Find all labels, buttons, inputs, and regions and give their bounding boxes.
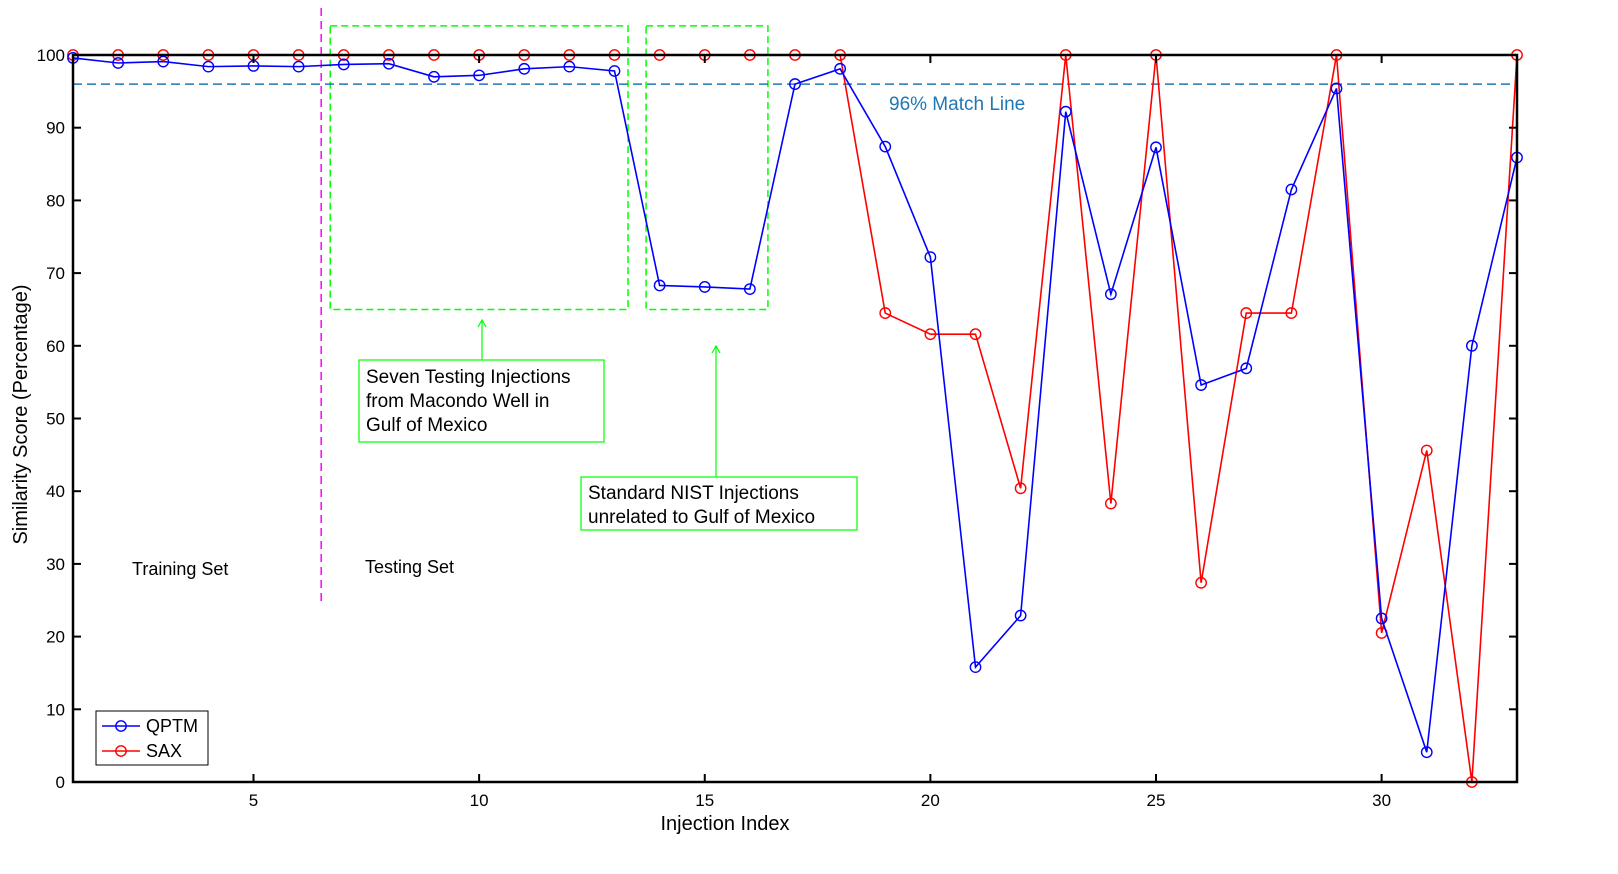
y-tick-label: 60 [46,337,65,356]
annotation-box [358,359,605,443]
y-tick-label: 70 [46,264,65,283]
data-point-qptm [1420,746,1433,759]
y-axis-label: Similarity Score (Percentage) [10,284,32,544]
y-tick-label: 50 [46,410,65,429]
x-tick-label: 30 [1372,791,1391,810]
data-point-qptm [653,279,666,292]
legend-label-qptm: QPTM [146,716,198,736]
highlight-box-2 [645,25,769,311]
data-point-qptm [1104,288,1117,301]
legend-label-sax: SAX [146,741,182,761]
data-point-sax [879,307,892,319]
data-point-sax [969,328,982,341]
data-point-qptm [518,62,531,75]
y-tick-label: 30 [46,555,65,574]
data-point-qptm [1285,183,1298,196]
data-point-sax [1014,482,1027,495]
data-point-qptm [473,69,486,82]
match-line-label: 96% Match Line [889,94,1025,115]
data-point-sax [1240,307,1253,319]
data-point-qptm [924,251,937,264]
annotation-text: Gulf of Mexico [366,415,487,436]
y-tick-label: 40 [46,482,65,501]
data-point-qptm [1375,612,1388,625]
legend-marker-sax [115,745,127,757]
highlight-boxes [329,25,769,311]
data-point-qptm [112,57,125,69]
x-tick-label: 25 [1147,791,1166,810]
data-point-qptm [608,65,621,77]
x-axis: 5 10 15 20 25 30 [249,55,1391,810]
annotation-text: unrelated to Gulf of Mexico [588,507,815,528]
series-line-qptm [72,57,1518,753]
data-point-qptm [1465,339,1478,352]
annotation-2: Standard NIST Injections unrelated to Gul… [580,344,858,531]
x-tick-label: 10 [470,791,489,810]
data-point-sax [924,328,937,341]
x-tick-label: 20 [921,791,940,810]
legend-box [95,710,209,766]
data-point-qptm [969,661,982,674]
data-point-qptm [1014,609,1027,622]
data-point-sax [1104,497,1117,510]
data-point-qptm [1330,82,1343,95]
data-point-qptm [337,58,350,71]
training-set-label: Training Set [132,559,228,579]
data-point-qptm [879,140,892,153]
data-point-sax [1420,444,1433,457]
data-point-qptm [698,281,711,293]
data-point-qptm [743,283,756,295]
data-point-qptm [789,78,801,90]
data-point-sax [1285,307,1298,319]
highlight-box-1 [329,25,629,311]
y-tick-label: 10 [46,700,65,719]
series-qptm [67,52,1523,759]
x-tick-label: 15 [695,791,714,810]
annotation-text: Seven Testing Injections [366,367,571,388]
data-point-qptm [1240,362,1253,375]
data-point-qptm [1059,105,1072,118]
y-tick-label: 80 [46,191,65,210]
data-point-qptm [1150,141,1162,154]
annotation-arrowhead [711,344,721,354]
x-axis-label: Injection Index [661,813,790,835]
data-point-qptm [157,55,170,68]
annotation-text: from Macondo Well in [366,391,549,412]
y-tick-label: 20 [46,628,65,647]
annotation-arrowhead [477,318,487,328]
annotation-1: Seven Testing Injections from Macondo Wel… [358,318,605,443]
y-tick-label: 0 [56,773,65,792]
data-point-qptm [834,62,847,75]
annotation-text: Standard NIST Injections [588,483,799,504]
y-tick-label: 100 [37,46,65,65]
y-tick-label: 90 [46,119,65,138]
y-axis: 0 10 20 30 40 50 60 70 80 90 100 [37,46,1517,792]
data-point-qptm [563,60,576,73]
data-point-qptm [428,70,440,83]
data-point-qptm [292,60,305,73]
testing-set-label: Testing Set [365,557,454,577]
x-tick-label: 5 [249,791,258,810]
data-point-qptm [202,60,215,73]
legend-marker-qptm [115,720,127,732]
data-point-qptm [382,57,395,70]
annotation-box [580,476,858,531]
legend: QPTM SAX [95,710,209,766]
data-point-sax [1195,576,1208,589]
annotations: Seven Testing Injections from Macondo Wel… [358,318,858,531]
data-point-qptm [1195,379,1208,391]
